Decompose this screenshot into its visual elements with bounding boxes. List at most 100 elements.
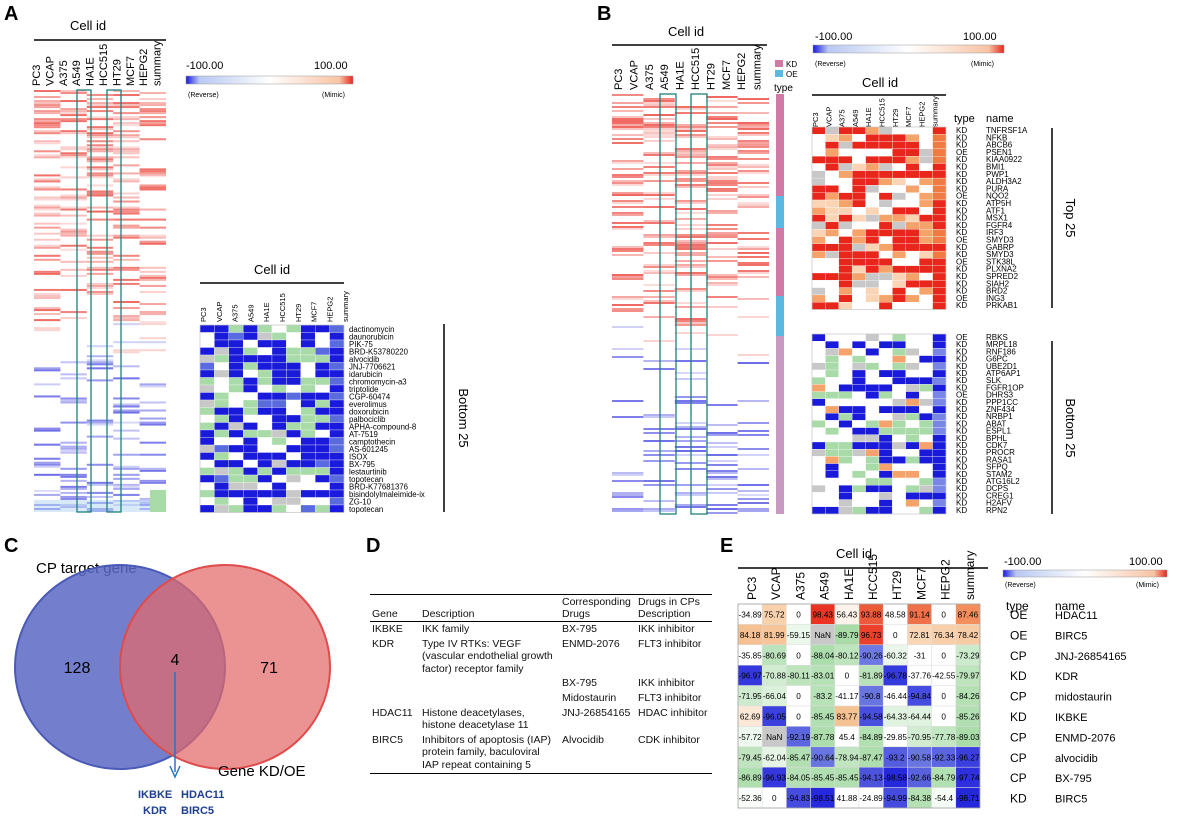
table-cell-description: Histone deacetylases, histone deacetylas… [422,706,529,732]
heatmap-cell [932,391,947,399]
heatmap-stripe [643,300,675,302]
heatmap-cell [825,214,839,223]
heatmap-cell [838,177,853,186]
heatmap-stripe [612,122,644,124]
heatmap-cell [865,369,880,378]
heatmap-cell [228,482,244,491]
heatmap-stripe [60,244,87,247]
cell-line-label-a549: A549 [818,572,832,600]
heatmap-cell [865,463,880,471]
heatmap-cell [214,399,229,408]
heatmap-cell [905,199,920,208]
heatmap-cell [932,272,947,281]
heatmap-stripe [612,304,644,306]
heatmap-cell [228,377,244,386]
cell-line-label-mcf7: MCF7 [721,60,733,90]
heatmap-cell [865,221,880,230]
heatmap-cell [271,497,287,506]
gene-name: STAM2 [986,470,1013,479]
gene-name: RNF186 [986,347,1016,356]
cell-line-label-a375: A375 [58,60,70,86]
panel-a-colorbar-reverse: (Reverse) [188,92,219,99]
heatmap-cell [919,441,933,450]
heatmap-stripe [737,262,769,264]
row-name: KDR [1055,671,1078,683]
heatmap-cell [919,470,933,479]
gene-type: KD [956,470,967,479]
heatmap-stripe [60,156,87,159]
heatmap-cell [892,148,906,157]
heatmap-cell [878,463,893,471]
heatmap-stripe [113,178,140,181]
heatmap-stripe [612,298,644,300]
heatmap-stripe [139,226,166,229]
heatmap-cell [825,362,839,371]
heatmap-cell [932,163,947,171]
heatmap-cell [919,229,933,237]
heatmap-cell [919,377,933,385]
panel-b-sub-cell-labels: PC3 VCAP A375 A549 HA1E HCC515 HT29 MCF7 HEPG2 su… [811,96,940,127]
value-label: -31 [914,651,926,660]
heatmap-cell [919,362,933,371]
heatmap-stripe [34,110,61,113]
value-label: -78.94 [835,753,859,762]
heatmap-cell [214,339,229,348]
heatmap-cell [865,294,880,303]
heatmap-cell [932,377,947,385]
heatmap-cell [286,347,301,356]
heatmap-stripe [60,132,87,135]
heatmap-cell [932,265,947,274]
heatmap-cell [865,470,880,479]
table-cell-cps: FLT3 inhibitor [638,691,702,704]
heatmap-stripe [612,508,644,510]
value-label: 0 [941,651,946,660]
heatmap-stripe [113,351,140,354]
heatmap-stripe [139,208,166,211]
heatmap-cell [852,280,866,288]
heatmap-cell [865,272,880,281]
heatmap-cell [932,258,947,266]
gene-name: NRBP1 [986,412,1013,421]
table-cell-drugs: Midostaurin [562,691,617,704]
heatmap-cell [257,324,273,333]
heatmap-stripe [643,126,675,128]
drug-name: camptothecin [349,438,395,447]
gene-type: KD [956,499,967,508]
gene-type: KD [956,206,967,215]
heatmap-cell [905,302,920,310]
heatmap-cell [852,163,866,171]
heatmap-cell [878,355,893,363]
panel-e-colorbar-mimic: (Mimic) [1136,582,1159,589]
heatmap-stripe [139,170,166,173]
heatmap-cell [300,459,316,468]
heatmap-stripe [86,150,114,153]
heatmap-cell [838,207,853,215]
heatmap-cell [892,294,906,303]
gene-type: KD [956,441,967,450]
heatmap-stripe [113,94,140,97]
heatmap-cell [811,192,826,201]
venn-arrowhead [169,765,181,779]
heatmap-cell [228,437,244,446]
heatmap-stripe [60,497,87,500]
heatmap-cell [919,148,933,157]
heatmap-stripe [737,152,769,154]
heatmap-cell [878,185,893,193]
heatmap-stripe [139,311,166,314]
heatmap-stripe [86,210,114,213]
heatmap-cell [228,489,244,498]
heatmap-cell [932,243,947,252]
heatmap-cell [271,452,287,461]
heatmap-stripe [86,156,114,159]
heatmap-cell [214,444,229,453]
heatmap-cell [892,420,906,428]
heatmap-cell [932,449,947,457]
heatmap-stripe [139,186,166,189]
value-label: -96.78 [884,672,908,681]
heatmap-cell [257,399,273,408]
heatmap-cell [865,126,880,135]
gene-name: CDK7 [986,441,1008,450]
heatmap-stripe [34,140,61,143]
heatmap-stripe [113,301,140,304]
heatmap-cell [811,163,826,171]
